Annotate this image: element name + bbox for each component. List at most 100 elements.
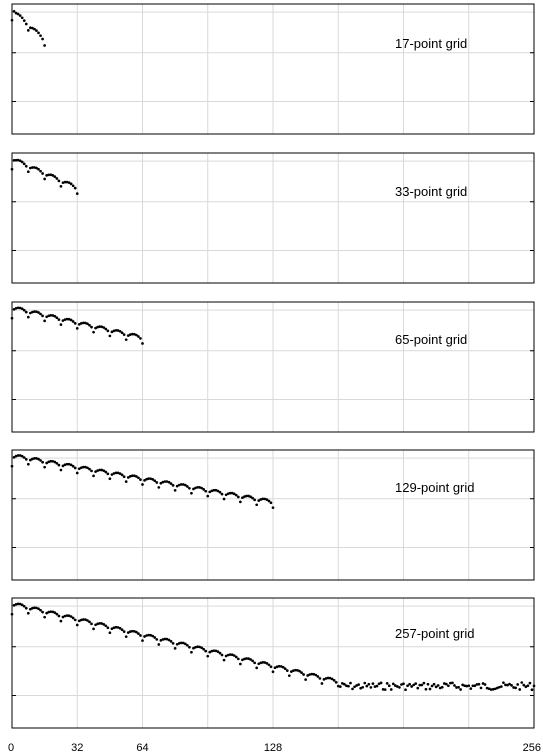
data-point <box>124 338 128 342</box>
data-point <box>120 331 124 335</box>
data-point <box>139 337 142 340</box>
data-point <box>487 687 491 691</box>
data-point <box>12 307 16 311</box>
data-point <box>495 686 499 690</box>
data-point <box>77 619 81 623</box>
data-point <box>104 327 108 331</box>
data-point <box>387 684 391 688</box>
data-point <box>141 483 144 486</box>
data-point <box>53 611 57 614</box>
data-point <box>90 622 93 626</box>
data-point <box>145 634 148 637</box>
data-point <box>39 608 42 612</box>
data-point <box>432 682 436 686</box>
data-point <box>265 498 269 501</box>
data-point <box>491 687 495 691</box>
data-point <box>334 680 338 684</box>
data-series <box>10 158 79 195</box>
data-point <box>312 672 316 676</box>
data-point <box>320 682 324 685</box>
data-point <box>20 16 24 20</box>
data-point <box>255 666 259 670</box>
data-point <box>261 497 265 501</box>
data-point <box>512 686 515 689</box>
data-point <box>196 645 199 649</box>
data-point <box>483 683 487 686</box>
data-point <box>61 181 65 185</box>
data-point <box>253 498 256 502</box>
data-point <box>39 34 42 38</box>
data-point <box>410 685 414 688</box>
data-point <box>41 610 44 614</box>
data-point <box>39 169 42 173</box>
data-point <box>165 480 169 483</box>
data-point <box>479 686 483 690</box>
data-point <box>120 473 124 477</box>
data-point <box>18 306 22 310</box>
data-point <box>20 307 24 311</box>
data-point <box>263 497 267 501</box>
data-point <box>79 618 83 622</box>
data-point <box>467 684 471 688</box>
data-series <box>10 454 275 510</box>
data-point <box>10 18 14 22</box>
data-point <box>247 657 250 660</box>
data-point <box>190 650 193 654</box>
data-point <box>408 682 411 686</box>
data-point <box>45 315 49 319</box>
data-point <box>94 623 97 627</box>
data-point <box>10 167 14 171</box>
data-point <box>61 464 65 468</box>
data-point <box>41 314 44 318</box>
data-point <box>245 494 248 498</box>
data-point <box>41 37 44 41</box>
data-point <box>35 457 38 460</box>
axes-frame <box>11 152 535 284</box>
data-point <box>77 322 81 326</box>
data-point <box>163 637 167 641</box>
data-point <box>202 647 206 651</box>
data-point <box>37 31 40 35</box>
data-point <box>340 681 344 685</box>
data-point <box>489 688 493 691</box>
data-point <box>55 177 59 180</box>
data-point <box>414 682 418 685</box>
data-point <box>412 683 416 687</box>
data-point <box>277 664 281 668</box>
data-point <box>453 684 456 687</box>
data-point <box>47 173 51 177</box>
data-point <box>137 632 140 635</box>
data-point <box>204 649 208 653</box>
data-point <box>20 454 24 458</box>
data-point <box>31 457 34 461</box>
data-point <box>422 681 426 685</box>
data-point <box>104 470 108 474</box>
data-point <box>230 491 234 495</box>
data-point <box>43 465 46 469</box>
data-point <box>173 488 177 492</box>
data-point <box>143 635 146 638</box>
data-point <box>181 483 185 486</box>
data-point <box>461 683 464 687</box>
data-point <box>33 166 36 169</box>
data-point <box>90 325 93 329</box>
data-point <box>241 496 244 500</box>
data-point <box>110 473 114 476</box>
data-point <box>198 645 201 649</box>
data-point <box>98 325 102 328</box>
data-point <box>75 471 79 475</box>
data-point <box>365 684 369 688</box>
data-point <box>12 158 16 162</box>
data-point <box>506 683 509 687</box>
data-point <box>149 477 153 481</box>
data-point <box>14 158 18 162</box>
x-tick-label: 32 <box>71 742 83 754</box>
data-point <box>167 480 171 484</box>
data-point <box>230 653 234 657</box>
data-point <box>31 606 34 610</box>
data-point <box>198 485 201 489</box>
data-point <box>96 622 99 626</box>
axes-frame <box>11 3 535 135</box>
data-point <box>43 615 46 619</box>
x-tick-label: 0 <box>8 742 14 754</box>
